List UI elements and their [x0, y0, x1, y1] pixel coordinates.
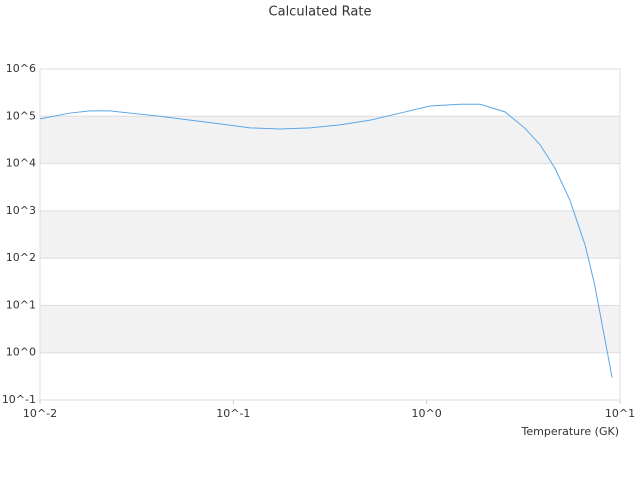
y-tick-label: 10^4 [6, 157, 36, 170]
y-tick-label: 10^-1 [2, 393, 36, 406]
x-tick-label: 10^1 [605, 407, 635, 420]
grid-band [40, 210, 620, 259]
chart-title: Calculated Rate [269, 5, 372, 20]
grid-band [40, 116, 620, 164]
y-tick-label: 10^6 [6, 62, 36, 75]
data-line [39, 103, 613, 378]
y-tick-label: 10^0 [6, 346, 36, 359]
y-tick-label: 10^2 [6, 251, 36, 264]
y-tick-label: 10^5 [6, 109, 36, 122]
plot-frame [39, 68, 621, 401]
y-tick-label: 10^1 [6, 298, 36, 311]
x-tick-label: 10^-1 [216, 407, 250, 420]
x-axis-label: Temperature (GK) [521, 425, 620, 438]
grid-band [40, 305, 620, 353]
x-tick-label: 10^0 [412, 407, 442, 420]
x-tick-label: 10^-2 [23, 407, 57, 420]
y-tick-label: 10^3 [6, 204, 36, 217]
